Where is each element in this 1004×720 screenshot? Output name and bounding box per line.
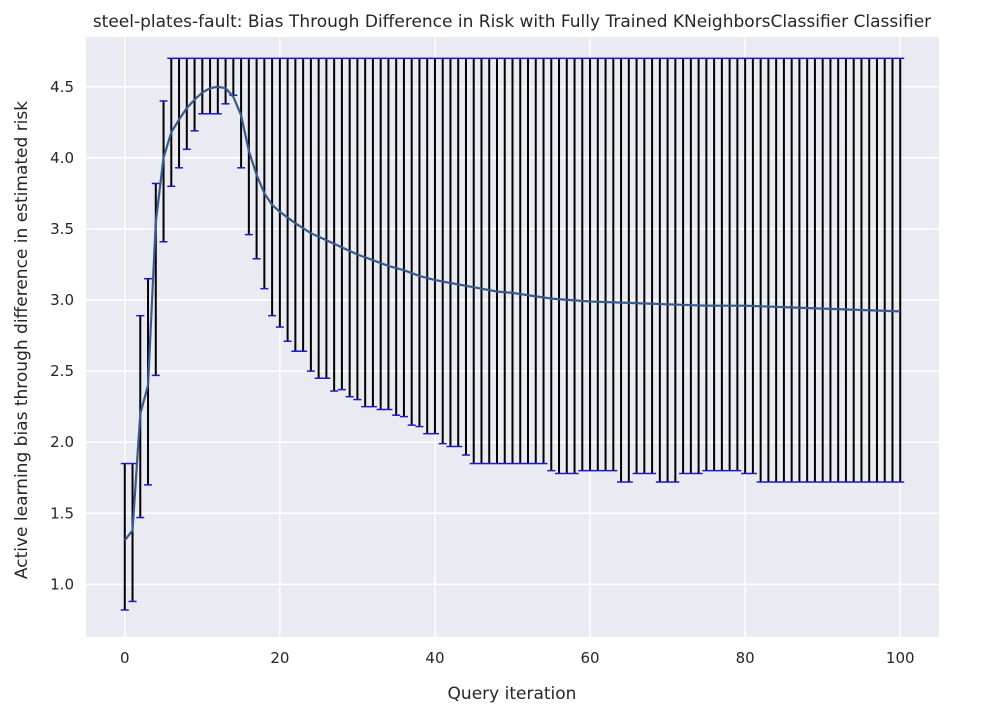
chart-title: steel-plates-fault: Bias Through Differe… xyxy=(93,12,931,32)
y-tick-label: 3.5 xyxy=(50,220,74,238)
y-tick-label: 4.5 xyxy=(50,78,74,96)
y-tick-label: 2.5 xyxy=(50,362,74,380)
x-tick-label: 0 xyxy=(120,649,130,667)
y-tick-label: 2.0 xyxy=(50,433,74,451)
x-tick-label: 80 xyxy=(736,649,755,667)
x-tick-label: 60 xyxy=(580,649,599,667)
mean-line xyxy=(123,85,901,541)
error-bars xyxy=(120,57,905,611)
y-tick-label: 1.5 xyxy=(50,504,74,522)
y-axis-label: Active learning bias through difference … xyxy=(12,101,32,579)
y-tick-label: 3.0 xyxy=(50,291,74,309)
x-axis-label: Query iteration xyxy=(448,684,577,704)
x-tick-label: 20 xyxy=(270,649,289,667)
x-tick-label: 100 xyxy=(886,649,915,667)
x-tick-label: 40 xyxy=(425,649,444,667)
y-tick-label: 1.0 xyxy=(50,575,74,593)
y-tick-label: 4.0 xyxy=(50,149,74,167)
tick-labels: 0 20 40 60 80 100 1.0 1.5 2.0 2.5 3.0 3.5 4.0 4.5 xyxy=(50,78,914,667)
mean-line-layer xyxy=(123,85,901,541)
